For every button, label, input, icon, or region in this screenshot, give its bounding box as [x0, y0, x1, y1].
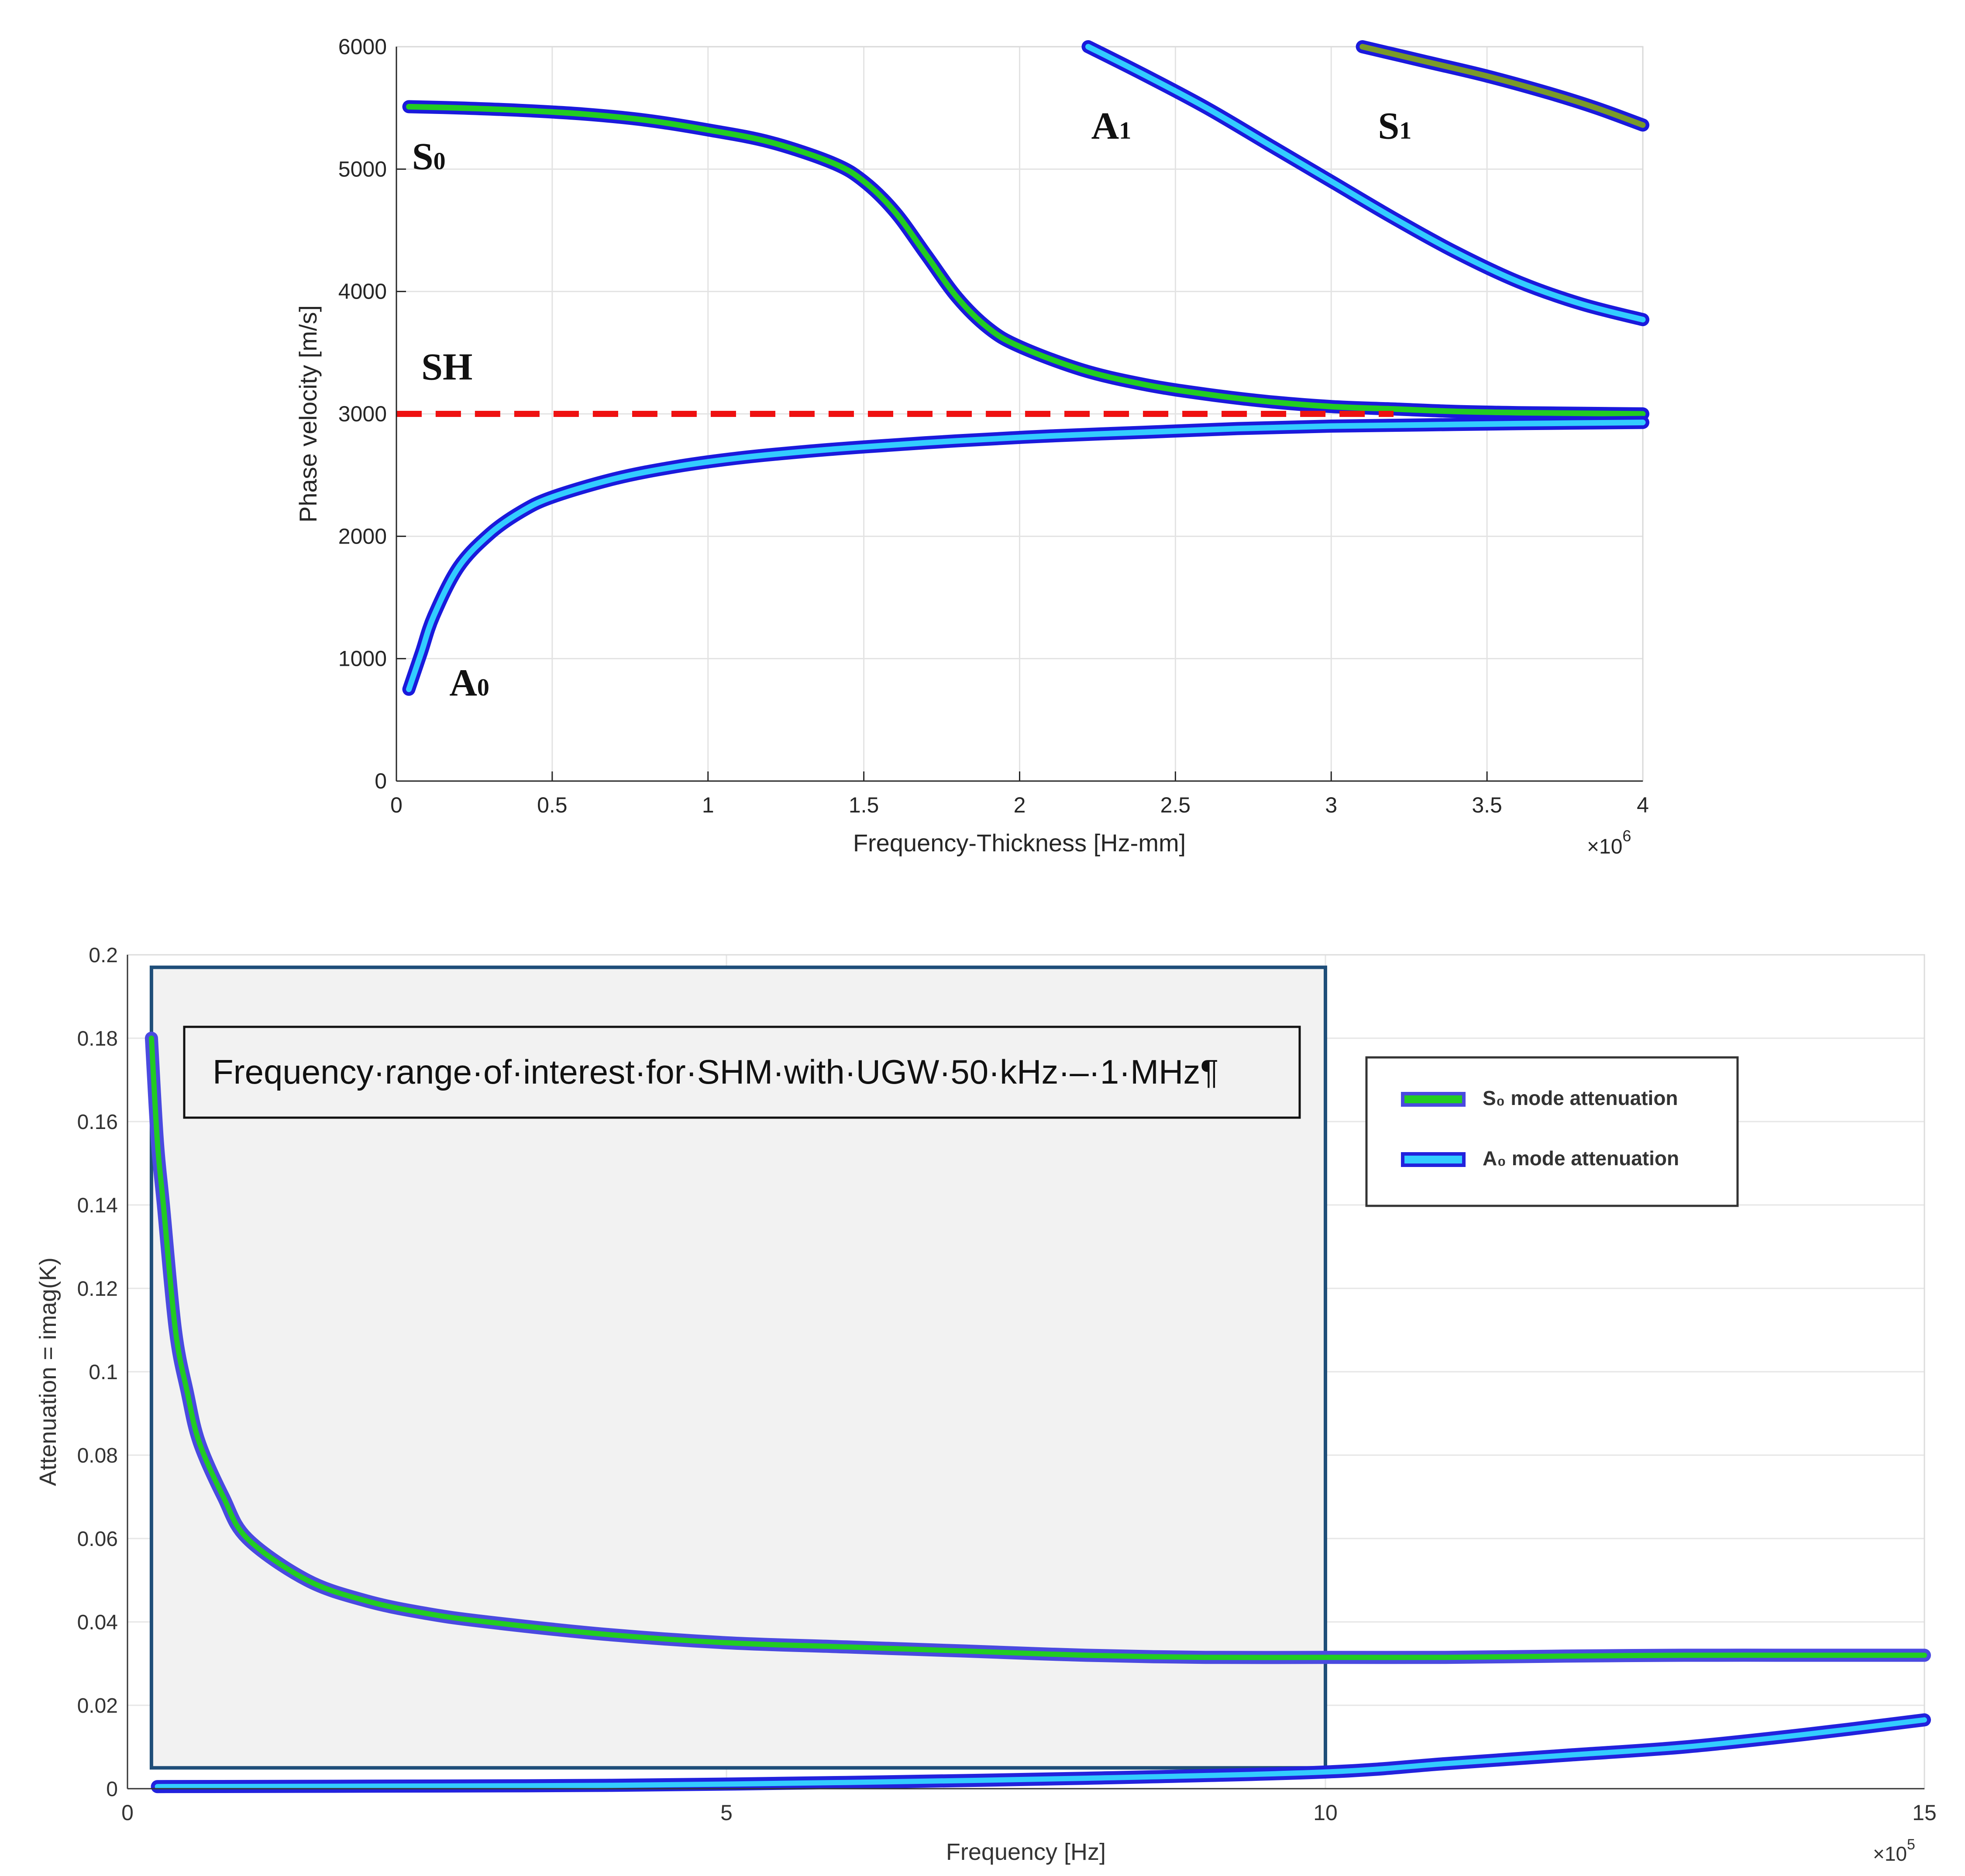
legend-item-a0: A₀ mode attenuation [1401, 1147, 1679, 1170]
x-axis-label: Frequency [Hz] [946, 1839, 1106, 1865]
x-tick-labels: 0 5 10 15 [121, 1800, 1937, 1825]
legend: S₀ mode attenuation A₀ mode attenuation [1365, 1056, 1739, 1207]
mode-label-a0: A0 [449, 662, 489, 704]
legend-swatch-a0 [1401, 1152, 1466, 1167]
x-tick-label: 0.5 [537, 793, 568, 817]
legend-item-s0: S₀ mode attenuation [1401, 1087, 1678, 1109]
x-axis-label: Frequency-Thickness [Hz-mm] [853, 829, 1186, 857]
series-lines [145, 1032, 1931, 1793]
x-tick-label: 2 [1014, 793, 1026, 817]
mode-label-s0: S0 [412, 135, 446, 178]
mode-label-a1: A1 [1091, 105, 1132, 147]
y-tick-label: 4000 [338, 279, 387, 304]
x-tick-label: 3.5 [1472, 793, 1502, 817]
series-line-s1 [1359, 44, 1646, 128]
series-line-0 [148, 1036, 1927, 1660]
mode-label-s1: S1 [1378, 105, 1411, 147]
annotation-text: Frequency·range·of·interest·for·SHM·with… [213, 1053, 1218, 1091]
x-tick-label: 0 [390, 793, 403, 817]
x-multiplier-base: ×10 [1587, 835, 1622, 858]
mode-label-subscript: 1 [1119, 117, 1131, 144]
legend-swatch-s0 [1401, 1092, 1466, 1107]
y-tick-label: 0.02 [77, 1694, 118, 1718]
series-line-s0 [406, 103, 1646, 417]
x-tick-label: 2.5 [1160, 793, 1191, 817]
mode-label-name: S [1378, 105, 1399, 147]
y-axis-label: Phase velocity [m/s] [294, 305, 322, 523]
y-tick-label: 0.18 [77, 1027, 118, 1050]
x-tick-label: 1 [702, 793, 714, 817]
series-line-1 [155, 1717, 1927, 1790]
y-tick-label: 0.14 [77, 1194, 118, 1217]
y-tick-label: 0.08 [77, 1444, 118, 1467]
series-line-a0 [406, 420, 1646, 692]
mode-label-name: A [449, 662, 477, 704]
y-tick-label: 0.1 [89, 1361, 118, 1384]
x-tick-labels: 0 0.5 1 1.5 2 2.5 3 3.5 4 [390, 793, 1649, 817]
phase-velocity-chart: 0 0.5 1 1.5 2 2.5 3 3.5 4 0 1000 2000 3000 4000 5000 6… [294, 34, 1649, 858]
series-lines [396, 40, 1649, 696]
y-tick-label: 6000 [338, 34, 387, 59]
x-tick-label: 5 [720, 1800, 733, 1825]
x-multiplier: ×106 [1587, 827, 1631, 858]
y-tick-labels: 0 0.02 0.04 0.06 0.08 0.1 0.12 0.14 0.16 0.18 0.2 [77, 944, 118, 1801]
y-tick-label: 0.06 [77, 1528, 118, 1551]
x-multiplier-base: ×10 [1873, 1842, 1907, 1865]
attenuation-chart: 0 5 10 15 00.020.040.060.080.10.120.140.160… [35, 944, 1937, 1865]
y-tick-labels: 0 1000 2000 3000 4000 5000 6000 [338, 34, 387, 793]
y-tick-label: 0.16 [77, 1111, 118, 1134]
y-tick-label: 2000 [338, 524, 387, 548]
series-line-a1 [1085, 44, 1646, 323]
legend-label-a0: A₀ mode attenuation [1483, 1147, 1679, 1170]
x-tick-label: 15 [1912, 1800, 1937, 1825]
y-tick-label: 1000 [338, 647, 387, 671]
x-tick-label: 0 [121, 1800, 134, 1825]
y-tick-label: 0 [375, 769, 387, 793]
legend-box [1365, 1056, 1739, 1207]
mode-label-subscript: 0 [477, 674, 489, 701]
x-multiplier-exponent: 5 [1907, 1836, 1915, 1853]
mode-label-name: A [1091, 105, 1119, 147]
x-multiplier: ×105 [1873, 1836, 1915, 1865]
y-tick-label: 0.12 [77, 1277, 118, 1301]
y-tick-label: 0.04 [77, 1611, 118, 1634]
x-tick-label: 1.5 [849, 793, 879, 817]
mode-label-subscript: 0 [434, 148, 446, 175]
annotation-box [183, 1026, 1301, 1119]
y-tick-label: 3000 [338, 402, 387, 426]
y-tick-label: 0.2 [89, 944, 118, 967]
legend-label-s0: S₀ mode attenuation [1483, 1087, 1678, 1109]
mode-label-subscript: 1 [1399, 117, 1411, 144]
x-tick-label: 10 [1313, 1800, 1338, 1825]
y-axis-label: Attenuation = imag(K) [35, 1257, 61, 1486]
x-tick-label: 4 [1637, 793, 1649, 817]
mode-label-sh: SH [421, 346, 472, 389]
x-multiplier-exponent: 6 [1622, 827, 1631, 845]
y-tick-label: 0 [106, 1778, 118, 1801]
x-tick-label: 3 [1325, 793, 1337, 817]
y-tick-label: 5000 [338, 157, 387, 181]
mode-label-name: S [412, 135, 434, 178]
mode-label-name: SH [421, 346, 472, 389]
